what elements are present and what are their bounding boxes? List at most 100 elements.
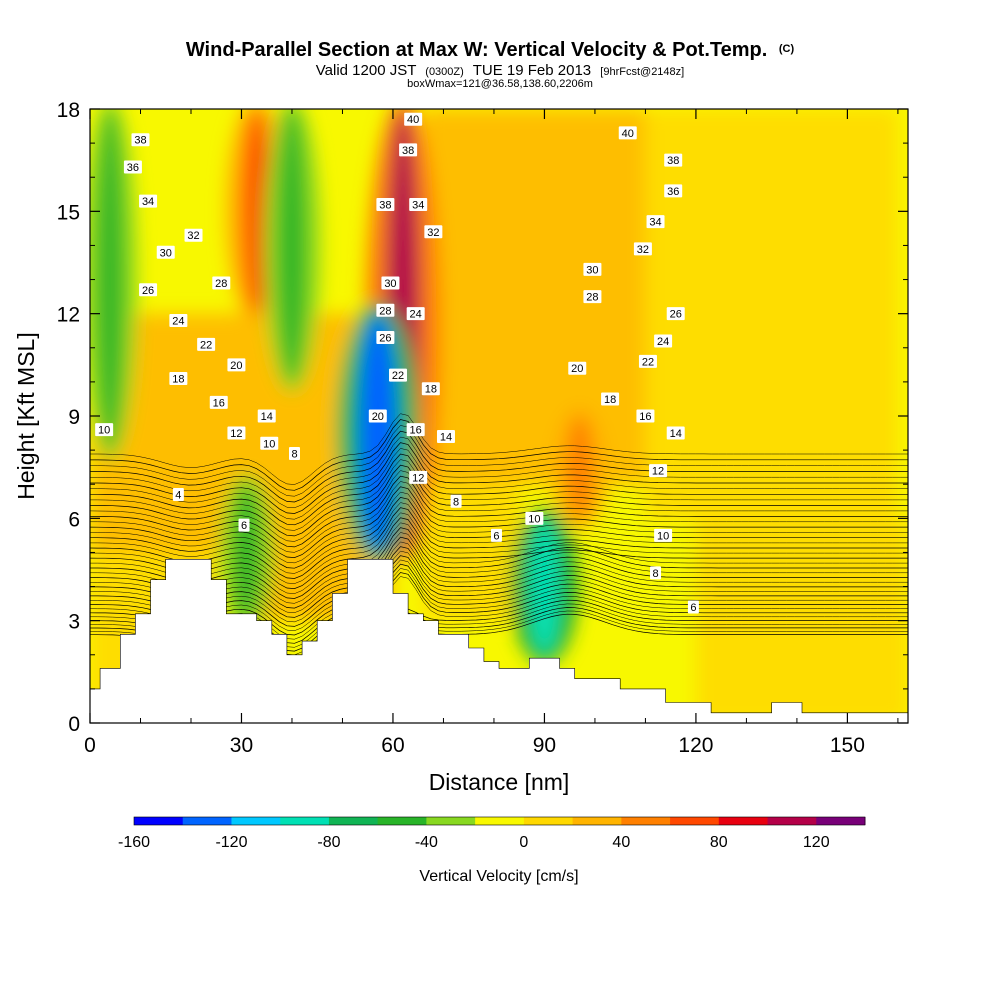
contour-label: 38 (664, 153, 683, 167)
theta-contour-minor (90, 425, 908, 497)
contour-label-bg (156, 245, 175, 259)
contour-label: 22 (389, 368, 408, 382)
contour-label-text: 26 (670, 309, 682, 321)
chart-box-info: boxWmax=121@36.58,138.60,2206m (407, 78, 593, 90)
colorbar-tick-label: -160 (118, 834, 150, 851)
colorbar-cell (767, 817, 817, 825)
contour-label-text: 8 (652, 568, 658, 580)
contour-label-text: 12 (412, 472, 424, 484)
x-tick-label: 120 (678, 734, 713, 757)
x-tick-label: 150 (830, 734, 865, 757)
contour-label-text: 34 (412, 200, 424, 212)
contour-label: 24 (654, 334, 673, 348)
contour-label-text: 30 (384, 278, 396, 290)
y-tick-label: 15 (57, 201, 80, 224)
contour-label-bg (633, 242, 652, 256)
contour-label-text: 6 (690, 602, 696, 614)
contour-label: 10 (525, 511, 544, 525)
contour-label: 26 (139, 283, 158, 297)
contour-label-text: 40 (407, 114, 419, 126)
velocity-cell-core (528, 518, 561, 655)
contour-label-text: 18 (172, 373, 184, 385)
contour-label-bg (664, 153, 683, 167)
colorbar-tick-label: 120 (803, 834, 830, 851)
colorbar-cell (182, 817, 232, 825)
contour-label-text: 28 (586, 292, 598, 304)
colorbar-tick-label: 0 (519, 834, 528, 851)
contour-label-bg (636, 409, 655, 423)
theta-contour-minor (90, 481, 908, 553)
contour-label-text: 14 (261, 411, 273, 423)
x-axis-label: Distance [nm] (429, 769, 570, 795)
contour-label: 4 (172, 487, 184, 501)
colorbar-cell (572, 817, 622, 825)
contour-label: 10 (654, 528, 673, 542)
contour-label-bg (399, 143, 418, 157)
colorbar-tick-label: -40 (415, 834, 438, 851)
velocity-cell-core (278, 109, 306, 382)
contour-label-bg (123, 160, 142, 174)
colorbar-cell (377, 817, 427, 825)
subtitle-valid: Valid 1200 JST (316, 62, 416, 79)
theta-contour-line (90, 430, 908, 503)
contour-label-text: 32 (427, 227, 439, 239)
colorbar-cell (523, 817, 574, 825)
contour-label-bg (666, 426, 685, 440)
contour-label: 34 (646, 215, 665, 229)
colorbar-cell (670, 817, 720, 825)
contour-label-text: 28 (215, 278, 227, 290)
contour-label-text: 6 (493, 530, 499, 542)
contour-label-bg (409, 470, 428, 484)
contour-label: 38 (131, 133, 150, 147)
contour-label-text: 36 (127, 162, 139, 174)
contour-label-text: 20 (372, 411, 384, 423)
contour-label: 6 (490, 528, 502, 542)
contour-label-text: 38 (402, 145, 414, 157)
contour-label: 18 (169, 371, 188, 385)
contour-label-bg (381, 276, 400, 290)
contour-label-text: 32 (187, 230, 199, 242)
contour-label-text: 12 (230, 428, 242, 440)
title-mark: (C) (779, 43, 795, 55)
contour-label-text: 8 (291, 449, 297, 461)
contour-label-bg (289, 447, 300, 461)
contour-label-text: 38 (379, 200, 391, 212)
contour-label: 28 (376, 303, 395, 317)
contour-label-bg (424, 225, 443, 239)
contour-label-bg (525, 511, 544, 525)
contour-label-bg (436, 429, 455, 443)
contour-label-text: 38 (667, 155, 679, 167)
contour-label-text: 24 (172, 315, 184, 327)
contour-label-bg (131, 133, 150, 147)
contour-label-bg (666, 307, 685, 321)
colorbar-tick-label: -120 (215, 834, 247, 851)
contour-label-text: 16 (213, 397, 225, 409)
contour-label-bg (583, 262, 602, 276)
contour-label: 8 (289, 447, 300, 461)
contour-label-text: 18 (604, 394, 616, 406)
y-tick-label: 3 (68, 611, 80, 634)
contour-label-bg (376, 198, 395, 212)
contour-label-text: 24 (657, 336, 669, 348)
chart-subtitle: Valid 1200 JST (0300Z) TUE 19 Feb 2013 [… (316, 62, 684, 79)
contour-label: 24 (169, 313, 188, 327)
contour-label: 10 (260, 436, 279, 450)
contour-label-text: 16 (410, 425, 422, 437)
contour-label-bg (601, 392, 620, 406)
contour-label-bg (618, 126, 637, 140)
contour-label-text: 8 (453, 496, 459, 508)
field-patch (423, 484, 520, 621)
y-tick-label: 0 (68, 713, 80, 736)
contour-label-bg (646, 215, 665, 229)
contour-label: 22 (638, 354, 657, 368)
contour-label-bg (197, 337, 216, 351)
x-tick-label: 60 (381, 734, 404, 757)
theta-contour-line (90, 464, 908, 537)
colorbar-label: Vertical Velocity [cm/s] (419, 868, 578, 885)
y-axis-label: Height [Kft MSL] (13, 332, 39, 499)
colorbar-cell (328, 817, 379, 825)
contour-label-text: 10 (528, 513, 540, 525)
contour-label-bg (583, 290, 602, 304)
contour-label-text: 40 (622, 128, 634, 140)
colorbar-cell (426, 817, 476, 825)
